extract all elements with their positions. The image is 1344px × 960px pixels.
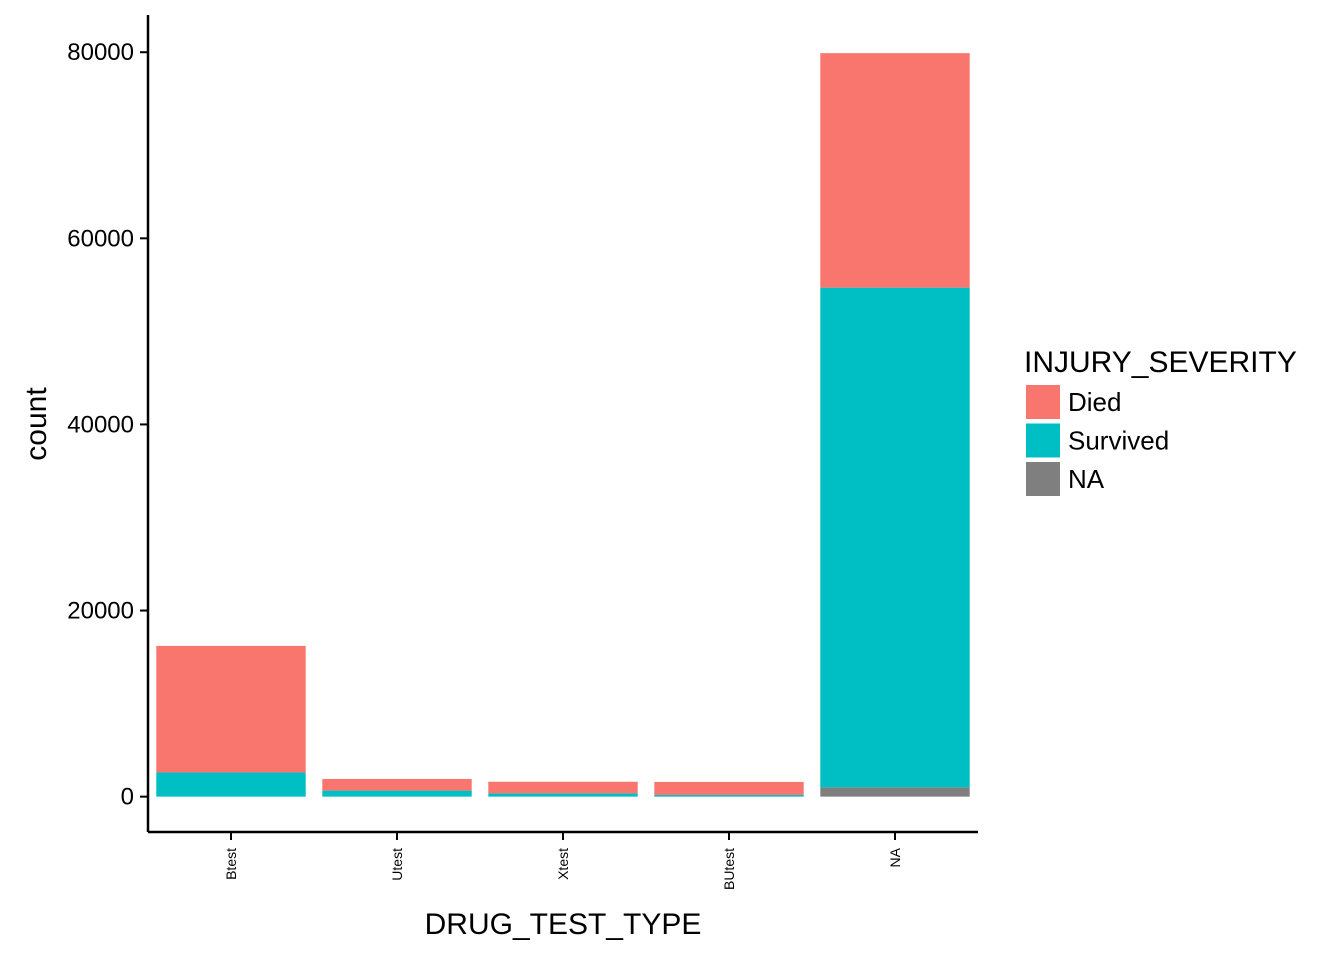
x-tick-label: Xtest bbox=[555, 848, 571, 880]
legend-key-survived bbox=[1026, 423, 1060, 458]
legend-label-died: Died bbox=[1068, 387, 1121, 417]
x-tick-label: Utest bbox=[389, 848, 405, 881]
bar-btest-survived bbox=[156, 772, 306, 797]
bar-utest-died bbox=[322, 778, 472, 791]
x-tick-label: Btest bbox=[223, 848, 239, 880]
bar-btest-died bbox=[156, 645, 306, 773]
bar-xtest-survived bbox=[488, 793, 638, 797]
legend: INJURY_SEVERITY Died Survived NA bbox=[1024, 346, 1297, 496]
legend-key-died bbox=[1026, 385, 1060, 419]
y-tick-label: 20000 bbox=[67, 598, 134, 625]
y-tick-label: 80000 bbox=[67, 39, 134, 66]
legend-label-na: NA bbox=[1068, 464, 1105, 494]
bar-butest-survived bbox=[654, 794, 804, 797]
bar-na-na bbox=[820, 787, 970, 797]
bar-utest-survived bbox=[322, 790, 472, 797]
legend-label-survived: Survived bbox=[1068, 426, 1169, 456]
bar-na-survived bbox=[820, 287, 970, 788]
bar-butest-died bbox=[654, 781, 804, 795]
y-tick-label: 40000 bbox=[67, 411, 134, 438]
x-axis: Btest Utest Xtest BUtest NA bbox=[148, 830, 978, 890]
legend-key-na bbox=[1026, 462, 1060, 496]
bar-na-died bbox=[820, 53, 970, 288]
y-tick-label: 0 bbox=[121, 784, 134, 811]
y-tick-label: 60000 bbox=[67, 225, 134, 252]
y-axis: 0 20000 40000 60000 80000 bbox=[67, 15, 150, 832]
x-axis-title: DRUG_TEST_TYPE bbox=[425, 908, 702, 941]
bar-xtest-died bbox=[488, 781, 638, 794]
bars-layer bbox=[156, 53, 970, 797]
legend-title: INJURY_SEVERITY bbox=[1024, 346, 1297, 379]
x-tick-label: NA bbox=[887, 847, 903, 867]
x-tick-label: BUtest bbox=[721, 848, 737, 890]
y-axis-title: count bbox=[20, 387, 53, 461]
